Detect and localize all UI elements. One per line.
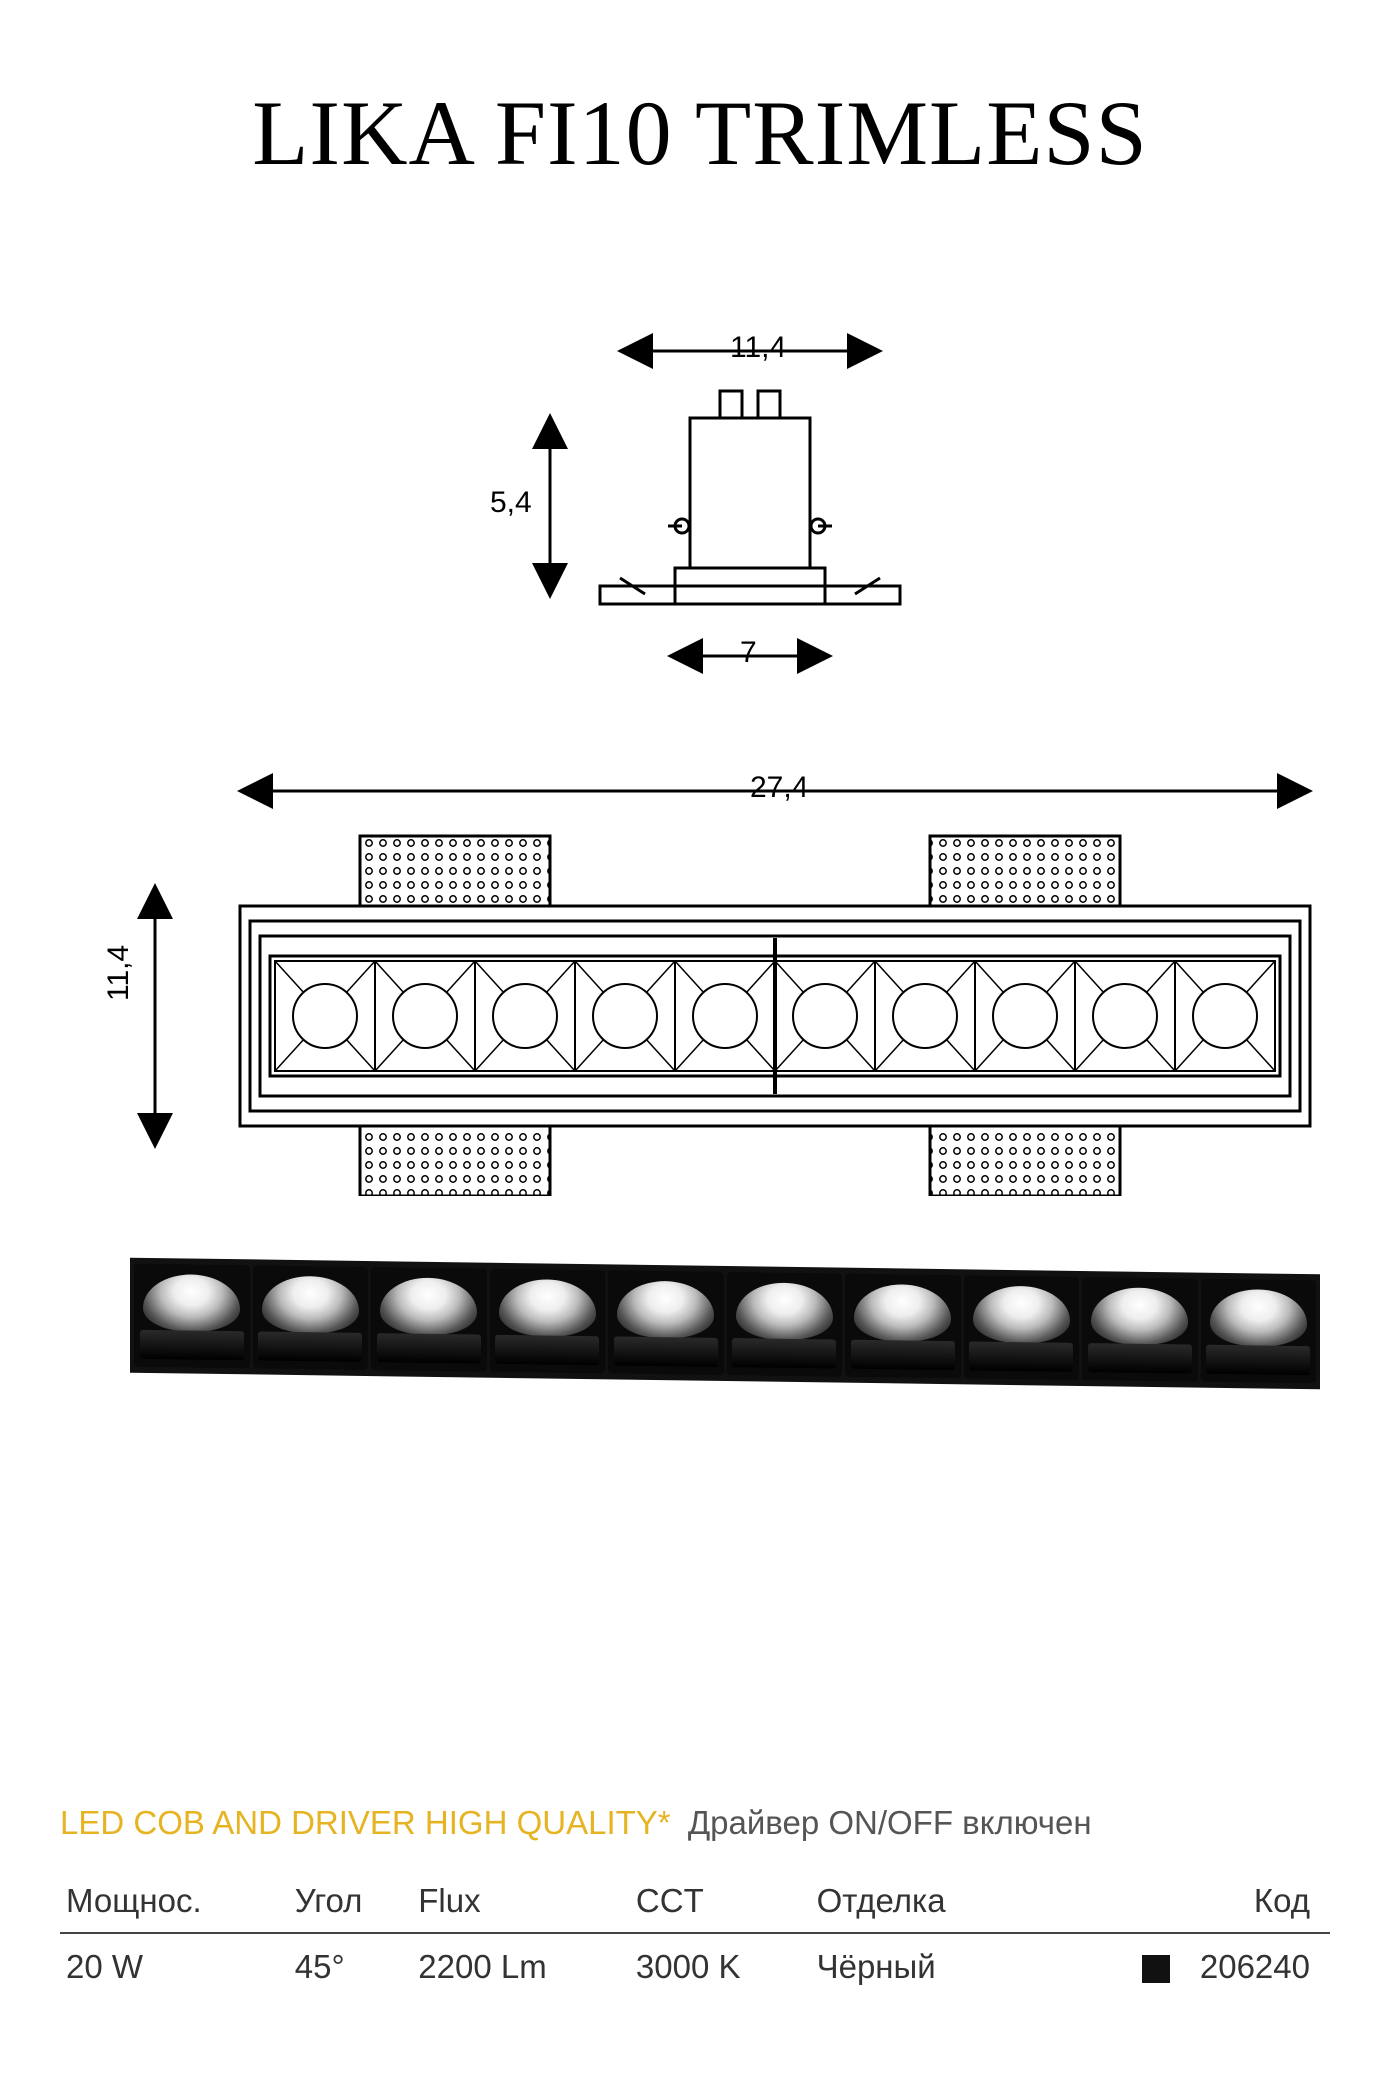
dim-side-height: 5,4 (490, 486, 532, 520)
spec-yellow-text: LED COB AND DRIVER HIGH QUALITY* (60, 1804, 671, 1841)
code-value: 206240 (1200, 1948, 1310, 1985)
val-angle: 45° (289, 1933, 413, 2000)
photo-led-cell (134, 1264, 250, 1369)
spec-table: Мощнос. Угол Flux CCT Отделка Код 20 W 4… (60, 1868, 1330, 2000)
photo-led-cell (1082, 1277, 1198, 1382)
product-photo (130, 1258, 1320, 1390)
dim-front-length: 27,4 (750, 771, 808, 805)
technical-diagrams: 11,4 5,4 7 (70, 326, 1330, 1526)
finish-swatch-icon (1142, 1955, 1170, 1983)
photo-led-cell (253, 1265, 369, 1370)
col-cct: CCT (630, 1868, 811, 1933)
photo-led-cell (371, 1267, 487, 1372)
page-title: LIKA FI10 TRIMLESS (70, 80, 1330, 186)
photo-led-cell (964, 1275, 1080, 1380)
col-power: Мощнос. (60, 1868, 289, 1933)
photo-led-cell (845, 1274, 961, 1379)
spec-gray-text: Драйвер ON/OFF включен (688, 1804, 1092, 1841)
val-cct: 3000 K (630, 1933, 811, 2000)
side-view-diagram: 11,4 5,4 7 (420, 326, 980, 706)
val-power: 20 W (60, 1933, 289, 2000)
dim-side-width: 11,4 (730, 331, 786, 365)
col-finish: Отделка (811, 1868, 1030, 1933)
spec-header-line: LED COB AND DRIVER HIGH QUALITY* Драйвер… (60, 1804, 1330, 1842)
photo-led-cell (490, 1269, 606, 1374)
dim-side-base: 7 (740, 636, 757, 670)
val-finish: Чёрный (811, 1933, 1030, 2000)
photo-led-cell (727, 1272, 843, 1377)
col-flux: Flux (412, 1868, 630, 1933)
col-angle: Угол (289, 1868, 413, 1933)
val-flux: 2200 Lm (412, 1933, 630, 2000)
spec-block: LED COB AND DRIVER HIGH QUALITY* Драйвер… (60, 1804, 1330, 2000)
front-view-diagram: 27,4 11,4 (110, 766, 1350, 1196)
col-code: Код (1029, 1868, 1330, 1933)
val-code: 206240 (1029, 1933, 1330, 2000)
dim-front-height: 11,4 (102, 945, 136, 1001)
photo-led-cell (1201, 1279, 1317, 1384)
photo-led-cell (608, 1270, 724, 1375)
